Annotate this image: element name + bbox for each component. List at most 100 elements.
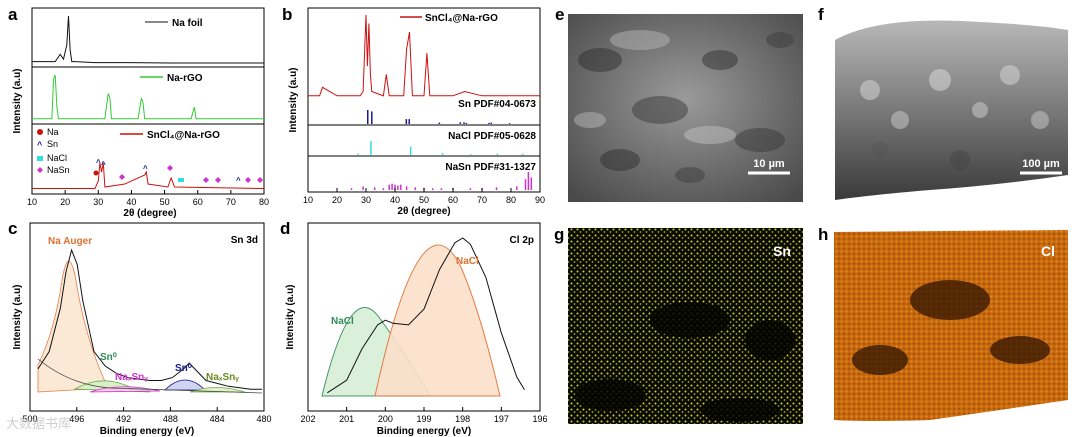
legend-b-sncl4: SnCl₄@Na-rGO bbox=[425, 13, 498, 24]
panel-a-tick-label: 40 bbox=[126, 197, 136, 207]
panel-a-xticks: 10 20 30 40 50 60 70 80 bbox=[27, 190, 269, 207]
panel-d-tick-label: 198 bbox=[455, 414, 470, 424]
marker-na-label: Na bbox=[47, 127, 59, 137]
panel-c-corner: Sn 3d bbox=[231, 235, 258, 246]
peak-marker-nasn-2 bbox=[167, 165, 173, 171]
panel-c-tick-label: 488 bbox=[163, 414, 178, 424]
peak-label-naxsny-1: NaₓSnᵧ bbox=[115, 372, 148, 383]
panel-d-series-envelope bbox=[327, 237, 525, 394]
panel-c-xlabel: Binding energy (eV) bbox=[100, 426, 194, 437]
panel-a-series-na-foil bbox=[32, 15, 264, 64]
panel-b-ref-nacl bbox=[357, 141, 524, 155]
panel-d: d NaCl NaCl Cl 2p 202 201 200 199 198 197 196 … bbox=[280, 219, 548, 437]
panel-b: b SnCl₄@Na-rGO Sn PDF#04-0673 NaCl PDF#0… bbox=[282, 5, 545, 217]
panel-b-tick-label: 90 bbox=[535, 195, 545, 205]
marker-nacl-icon bbox=[37, 156, 43, 161]
panel-b-tick-label: 10 bbox=[303, 195, 313, 205]
panel-b-tick-label: 70 bbox=[477, 195, 487, 205]
panel-a-tick-label: 60 bbox=[193, 197, 203, 207]
panel-b-series-sncl4 bbox=[308, 14, 540, 97]
panel-b-tick-label: 50 bbox=[419, 195, 429, 205]
marker-sn-label: Sn bbox=[47, 139, 58, 149]
panel-a-tick-label: 70 bbox=[226, 197, 236, 207]
eds-cl-label: Cl bbox=[1041, 243, 1055, 259]
peak-marker-sn-4: ^ bbox=[236, 176, 241, 185]
panel-d-xlabel: Binding energy (eV) bbox=[377, 426, 471, 437]
panel-c-tick-label: 500 bbox=[22, 414, 37, 424]
panel-c-tick-label: 496 bbox=[69, 414, 84, 424]
peak-label-nacl-1: NaCl bbox=[456, 256, 479, 267]
panel-c-label: c bbox=[8, 219, 17, 238]
panel-a-tick-label: 50 bbox=[160, 197, 170, 207]
panel-a-series-sncl4 bbox=[32, 162, 265, 189]
panel-d-tick-label: 202 bbox=[300, 414, 315, 424]
panel-g: g Sn bbox=[554, 225, 803, 424]
ref-label-nasn: NaSn PDF#31-1327 bbox=[445, 162, 536, 173]
panel-d-tick-label: 199 bbox=[416, 414, 431, 424]
panel-b-label: b bbox=[282, 5, 292, 24]
panel-g-label: g bbox=[554, 225, 564, 244]
peak-marker-nasn-5 bbox=[245, 177, 251, 183]
peak-marker-nasn-1 bbox=[119, 174, 125, 180]
panel-b-ref-sn bbox=[366, 110, 511, 124]
legend-na-rgo: Na-rGO bbox=[167, 73, 203, 84]
panel-h: h Cl bbox=[818, 225, 1070, 424]
panel-f-label: f bbox=[818, 5, 824, 24]
panel-a: a Na foil Na-rGO SnCl₄@Na-rGO Na ^ Sn Na… bbox=[8, 5, 269, 219]
legend-sncl4: SnCl₄@Na-rGO bbox=[147, 130, 220, 141]
eds-cl-dark-regions bbox=[852, 280, 1050, 375]
eds-map-cl bbox=[834, 230, 1068, 421]
sem-texture-f bbox=[860, 65, 1049, 170]
ref-label-sn: Sn PDF#04-0673 bbox=[458, 99, 536, 110]
peak-label-nacl-2: NaCl bbox=[331, 316, 354, 327]
panel-b-tick-label: 80 bbox=[506, 195, 516, 205]
panel-c-ylabel: Intensity (a.u) bbox=[12, 284, 23, 349]
peak-marker-nasn-4 bbox=[215, 177, 221, 183]
sem-texture-e bbox=[574, 30, 794, 183]
panel-b-ref-nasn bbox=[350, 172, 533, 190]
peak-label-sn0-2: Sn⁰ bbox=[175, 363, 192, 374]
panel-a-frame bbox=[31, 7, 265, 195]
panel-b-tick-label: 20 bbox=[332, 195, 342, 205]
panel-c-auger-fill bbox=[37, 260, 109, 393]
marker-nacl-label: NaCl bbox=[47, 153, 67, 163]
peak-marker-nasn-6 bbox=[257, 177, 263, 183]
scalebar-e-label: 10 µm bbox=[753, 158, 785, 170]
panel-d-label: d bbox=[280, 219, 290, 238]
scalebar-f-label: 100 µm bbox=[1022, 158, 1060, 170]
panel-b-tick-label: 30 bbox=[361, 195, 371, 205]
peak-marker-sn-1: ^ bbox=[96, 158, 101, 167]
panel-h-label: h bbox=[818, 225, 828, 244]
peak-marker-nacl bbox=[178, 178, 184, 182]
panel-b-xlabel: 2θ (degree) bbox=[397, 206, 450, 217]
panel-c-series-envelope bbox=[37, 248, 262, 390]
panel-c-sn0-fill-2 bbox=[164, 379, 206, 391]
sem-image-e bbox=[568, 14, 803, 202]
watermark: 大数据书库 bbox=[6, 416, 71, 431]
panel-c-frame bbox=[29, 222, 265, 412]
panel-c-background bbox=[37, 358, 263, 394]
peak-marker-sn-2: ^ bbox=[101, 160, 106, 169]
panel-d-tick-label: 196 bbox=[532, 414, 547, 424]
panel-a-tick-label: 10 bbox=[27, 197, 37, 207]
panel-a-series-na-rgo bbox=[32, 74, 264, 120]
panel-d-tick-label: 201 bbox=[339, 414, 354, 424]
panel-a-xlabel: 2θ (degree) bbox=[123, 208, 176, 219]
marker-nasn-label: NaSn bbox=[47, 165, 70, 175]
legend-na-foil: Na foil bbox=[172, 18, 203, 29]
peak-label-na-auger: Na Auger bbox=[48, 236, 92, 247]
panel-a-label: a bbox=[8, 5, 18, 24]
panel-c-xticks: 500 496 492 488 484 480 bbox=[22, 407, 272, 424]
marker-nasn-icon bbox=[37, 167, 43, 173]
peak-label-naxsny-2: NaₓSnᵧ bbox=[206, 372, 239, 383]
panel-d-nacl-fill-2 bbox=[374, 244, 501, 397]
panel-b-xticks: 10 20 30 40 50 60 70 80 90 bbox=[303, 188, 545, 205]
panel-a-tick-label: 80 bbox=[259, 197, 269, 207]
panel-d-tick-label: 200 bbox=[378, 414, 393, 424]
panel-e: e 10 µm bbox=[555, 5, 803, 202]
peak-label-sn0-1: Sn⁰ bbox=[100, 352, 117, 363]
peak-marker-sn-3: ^ bbox=[143, 164, 148, 173]
panel-a-ylabel: Intensity (a.u) bbox=[12, 68, 23, 133]
panel-c-tick-label: 480 bbox=[256, 414, 271, 424]
